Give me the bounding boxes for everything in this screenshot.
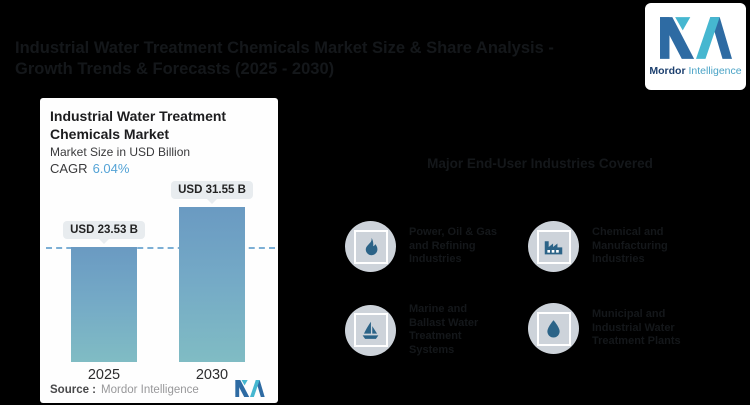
bar-2025 bbox=[71, 247, 137, 362]
value-pill-2025: USD 23.53 B bbox=[63, 221, 145, 244]
factory-icon bbox=[544, 241, 563, 255]
brand-wordmark: Mordor Intelligence bbox=[649, 65, 741, 77]
end-user-item-marine: Marine and Ballast Water Treatment Syste… bbox=[345, 303, 478, 357]
cagr-row: CAGR 6.04% bbox=[50, 161, 129, 176]
page-title: Industrial Water Treatment Chemicals Mar… bbox=[15, 38, 625, 80]
flame-icon bbox=[365, 237, 378, 256]
end-user-label: Marine and Ballast Water Treatment Syste… bbox=[409, 303, 479, 356]
mordor-logo-icon bbox=[659, 17, 732, 59]
water-drop-icon bbox=[547, 320, 560, 338]
end-user-item-power: Power, Oil & Gas and Refining Industries bbox=[345, 221, 497, 272]
card-title: Industrial Water Treatment Chemicals Mar… bbox=[50, 108, 227, 142]
market-size-card: Industrial Water Treatment Chemicals Mar… bbox=[40, 98, 278, 403]
end-user-item-manufacturing: Chemical and Manufacturing Industries bbox=[528, 221, 668, 272]
dashed-reference-line bbox=[46, 247, 275, 249]
page-title-line1: Industrial Water Treatment Chemicals Mar… bbox=[15, 39, 554, 57]
end-user-label: Power, Oil & Gas and Refining Industries bbox=[409, 226, 498, 266]
brand-logo-box: Mordor Intelligence bbox=[645, 3, 746, 90]
source-row: Source : Mordor Intelligence bbox=[50, 384, 199, 396]
icon-circle bbox=[528, 221, 579, 272]
source-value: Mordor Intelligence bbox=[101, 384, 199, 396]
icon-frame bbox=[353, 313, 388, 347]
icon-frame bbox=[536, 229, 571, 264]
end-user-label: Municipal and Industrial Water Treatment… bbox=[592, 308, 681, 348]
icon-circle bbox=[345, 304, 396, 356]
icon-circle bbox=[345, 221, 396, 272]
icon-frame bbox=[536, 311, 571, 346]
cagr-value: 6.04% bbox=[92, 161, 130, 176]
year-label-2030: 2030 bbox=[195, 367, 229, 383]
value-pill-2030: USD 31.55 B bbox=[171, 181, 253, 204]
source-label: Source : bbox=[50, 384, 97, 396]
cagr-label: CAGR bbox=[50, 161, 88, 176]
end-users-heading: Major End-User Industries Covered bbox=[427, 156, 653, 171]
end-user-label: Chemical and Manufacturing Industries bbox=[592, 226, 668, 266]
icon-circle bbox=[528, 303, 579, 354]
sailboat-icon bbox=[362, 321, 379, 339]
bar-chart: USD 23.53 B 2025 USD 31.55 B 2030 bbox=[40, 98, 278, 403]
bar-2030 bbox=[179, 207, 245, 362]
end-user-item-water-treatment: Municipal and Industrial Water Treatment… bbox=[528, 303, 681, 354]
bar-group-2025: USD 23.53 B 2025 bbox=[63, 221, 145, 383]
icon-frame bbox=[353, 229, 388, 264]
brand-name-secondary: Intelligence bbox=[688, 65, 742, 77]
brand-name-primary: Mordor bbox=[649, 65, 686, 77]
bar-group-2030: USD 31.55 B 2030 bbox=[171, 181, 253, 383]
year-label-2025: 2025 bbox=[87, 367, 121, 383]
card-subtitle: Market Size in USD Billion bbox=[50, 145, 191, 159]
page-title-line2: Growth Trends & Forecasts (2025 - 2030) bbox=[15, 60, 335, 78]
card-logo-icon bbox=[235, 380, 265, 397]
